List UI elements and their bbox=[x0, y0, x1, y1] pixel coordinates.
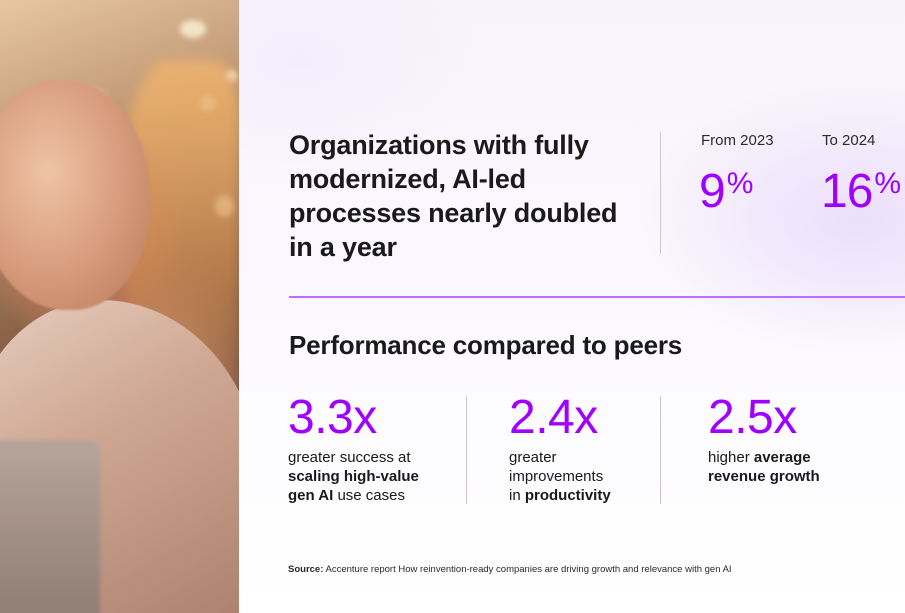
metric-desc-bold: average bbox=[753, 449, 811, 466]
face-shape bbox=[0, 80, 150, 310]
metric-desc-rest: use cases bbox=[333, 487, 405, 504]
from-year-unit: % bbox=[726, 167, 754, 200]
metric-card-productivity: 2.4x greater improvements in productivit… bbox=[509, 392, 611, 505]
from-year-label: From 2023 bbox=[701, 132, 774, 149]
from-year-value: 9% bbox=[699, 160, 754, 218]
metric-card-revenue: 2.5x higher average revenue growth bbox=[708, 392, 820, 486]
horizontal-rule bbox=[289, 296, 905, 298]
metric-value: 3.3x bbox=[288, 391, 377, 444]
metric-desc-line: greater bbox=[509, 449, 557, 466]
metric-value: 2.4x bbox=[509, 391, 598, 444]
section-title: Performance compared to peers bbox=[289, 330, 683, 360]
metric-desc-prefix: higher bbox=[708, 449, 754, 466]
metric-description: higher average revenue growth bbox=[708, 448, 820, 486]
hero-photo-woman bbox=[0, 0, 239, 613]
to-year-unit: % bbox=[874, 167, 901, 200]
content-panel: Organizations with fully modernized, AI-… bbox=[239, 0, 905, 613]
metric-description: greater success at scaling high-value ge… bbox=[288, 448, 419, 505]
source-label: Source: bbox=[288, 564, 324, 575]
bokeh-light bbox=[180, 20, 206, 38]
to-year-value: 16% bbox=[821, 160, 901, 218]
laptop-shape bbox=[0, 440, 100, 613]
metric-desc-bold: revenue growth bbox=[708, 468, 820, 485]
from-year-number: 9 bbox=[699, 165, 726, 218]
metric-desc-prefix: in bbox=[509, 487, 525, 504]
vertical-divider bbox=[660, 132, 661, 254]
source-text: Accenture report How reinvention-ready c… bbox=[323, 564, 732, 575]
headline: Organizations with fully modernized, AI-… bbox=[289, 130, 618, 262]
metric-desc-line: improvements bbox=[509, 468, 604, 485]
metric-desc-bold: productivity bbox=[524, 487, 611, 504]
metric-desc-bold: scaling high-value bbox=[288, 468, 419, 485]
metric-value: 2.5x bbox=[708, 391, 797, 444]
metric-desc-bold: gen AI bbox=[288, 487, 334, 504]
metric-description: greater improvements in productivity bbox=[509, 448, 611, 505]
vertical-divider bbox=[466, 396, 467, 504]
metric-card-success: 3.3x greater success at scaling high-val… bbox=[288, 392, 419, 505]
metric-desc-line: greater success at bbox=[288, 449, 411, 466]
to-year-label: To 2024 bbox=[822, 132, 876, 149]
source-citation: Source: Accenture report How reinvention… bbox=[288, 564, 732, 575]
vertical-divider bbox=[660, 396, 661, 504]
to-year-number: 16 bbox=[821, 165, 873, 218]
